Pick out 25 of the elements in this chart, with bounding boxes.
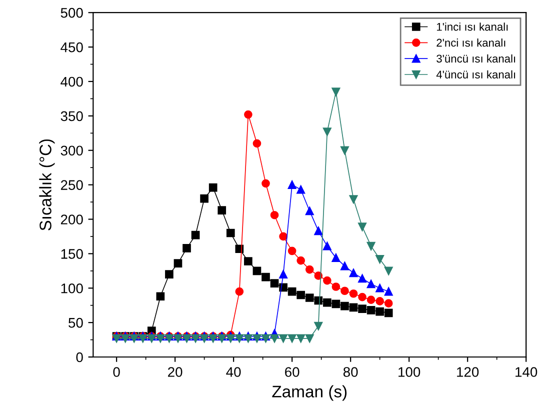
y-tick-label: 450 [60,42,83,52]
y-tick-label: 100 [61,283,83,294]
y-tick-label: 400 [60,76,83,87]
x-tick-label: 20 [168,367,182,377]
y-tick-label: 500 [60,8,83,18]
y-axis-title: Sıcaklık (°C) [39,139,55,230]
y-tick-label: 350 [60,111,83,122]
legend-label: 1'inci ısı kanalı [436,22,508,31]
x-tick-label: 80 [343,367,358,377]
y-tick-label: 50 [68,318,83,328]
legend-label: 3'üncü ısı kanalı [436,54,516,63]
legend-label: 4'üncü ısı kanalı [436,70,516,78]
y-tick-label: 150 [61,249,83,259]
y-tick-label: 300 [60,146,83,156]
x-tick-label: 100 [398,367,420,377]
x-tick-label: 60 [285,367,300,377]
x-tick-label: 140 [516,367,538,377]
y-tick-label: 250 [60,180,83,190]
x-tick-label: 40 [226,367,241,377]
y-tick-label: 0 [76,352,83,362]
x-axis-title: Zaman (s) [272,385,347,401]
legend-label: 2'nci ısı kanalı [436,38,506,47]
x-tick-label: 0 [113,367,120,377]
y-tick-label: 200 [60,214,83,224]
x-tick-label: 120 [457,367,479,377]
